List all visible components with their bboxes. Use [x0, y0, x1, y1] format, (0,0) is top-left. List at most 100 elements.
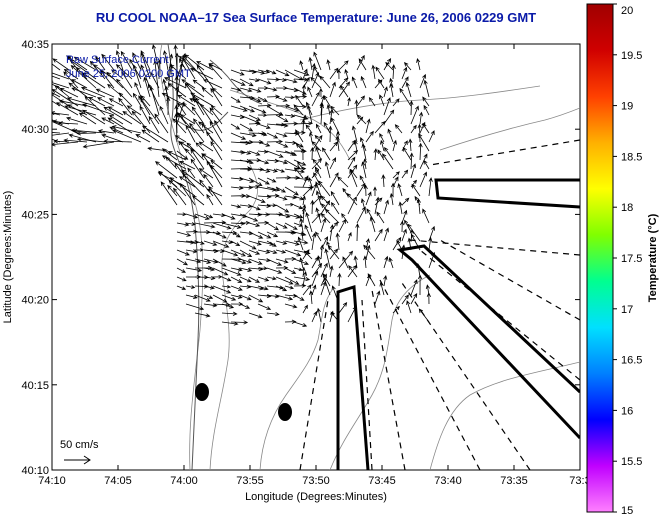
current-arrow — [257, 285, 269, 291]
current-arrow — [405, 81, 412, 98]
current-arrow — [248, 150, 261, 156]
current-arrow — [293, 294, 305, 301]
current-arrow — [423, 79, 430, 98]
current-arrow — [404, 219, 412, 233]
current-arrow — [52, 112, 61, 116]
current-arrow — [284, 276, 300, 285]
current-arrow — [230, 231, 241, 238]
current-arrow — [132, 92, 142, 107]
current-arrow — [58, 99, 88, 107]
current-arrow — [230, 78, 246, 86]
buoy-marker — [195, 383, 209, 401]
current-arrow — [248, 78, 260, 83]
current-arrow — [266, 267, 283, 274]
current-arrow — [315, 146, 322, 161]
current-arrow — [140, 97, 160, 125]
current-arrow — [176, 62, 184, 98]
current-arrow — [303, 250, 313, 260]
dashed-line — [379, 279, 481, 470]
current-arrow — [275, 159, 288, 165]
colorbar-tick-label: 19 — [621, 101, 633, 113]
current-arrow — [338, 301, 348, 314]
current-arrow — [275, 186, 286, 193]
current-arrow — [212, 267, 229, 276]
current-arrow — [295, 129, 304, 143]
current-arrow — [275, 249, 287, 254]
y-tick-label: 40:15 — [21, 380, 49, 392]
current-arrow — [319, 244, 325, 260]
current-arrow — [335, 135, 340, 152]
current-arrow — [360, 75, 367, 89]
current-arrow — [275, 276, 294, 285]
current-arrow — [302, 304, 308, 314]
current-arrow — [121, 71, 133, 89]
legend-line1: Raw Surface Current — [66, 54, 169, 66]
current-arrow — [293, 240, 309, 245]
current-arrow — [185, 213, 199, 219]
current-arrow — [52, 80, 70, 89]
current-arrow — [284, 222, 298, 230]
current-arrow — [169, 64, 187, 80]
current-arrow — [336, 68, 341, 80]
current-arrow — [198, 121, 214, 134]
colorbar-tick-label: 18.5 — [621, 151, 642, 163]
current-arrow — [339, 85, 349, 98]
current-arrow — [210, 87, 223, 107]
current-arrow — [266, 123, 289, 128]
current-arrow — [275, 141, 289, 148]
current-arrow — [365, 130, 374, 143]
current-arrow — [428, 177, 433, 197]
contour-line — [209, 164, 258, 470]
current-arrow — [284, 285, 294, 290]
current-arrow — [422, 208, 430, 224]
current-arrow — [416, 198, 421, 215]
current-arrow — [275, 240, 288, 245]
current-arrow — [302, 195, 306, 206]
current-arrow — [248, 105, 267, 114]
current-arrow — [221, 222, 242, 229]
current-arrow — [257, 132, 268, 137]
current-arrow — [176, 101, 185, 125]
x-tick-label: 74:10 — [38, 475, 66, 487]
current-arrow — [185, 222, 197, 226]
current-arrow — [194, 222, 216, 229]
y-tick-label: 40:35 — [21, 39, 49, 51]
current-arrow — [151, 44, 160, 71]
current-arrow — [194, 294, 211, 302]
current-arrow — [327, 244, 340, 260]
current-arrow — [406, 300, 412, 314]
current-arrow — [375, 66, 385, 80]
current-arrow — [177, 94, 196, 107]
current-arrow — [351, 125, 358, 143]
y-axis-ticks: 40:35 40:30 40:25 40:20 40:15 40:10 — [21, 39, 580, 477]
current-arrow — [230, 132, 247, 140]
current-arrow — [184, 148, 196, 161]
current-arrow — [80, 86, 106, 98]
current-arrow — [284, 202, 295, 207]
current-arrow — [337, 176, 349, 188]
dashed-line — [429, 139, 580, 166]
current-arrow — [178, 55, 196, 71]
current-arrow — [284, 319, 297, 324]
current-arrow — [149, 85, 160, 116]
current-arrow — [329, 172, 339, 188]
current-arrow — [426, 292, 431, 305]
current-arrow — [366, 208, 376, 224]
current-arrow — [275, 132, 288, 138]
current-arrow — [422, 96, 430, 107]
current-arrow — [203, 248, 219, 254]
current-arrow — [315, 190, 322, 206]
current-arrow — [195, 97, 214, 125]
plot-area — [51, 43, 581, 471]
current-arrow — [212, 231, 227, 239]
current-arrow — [388, 257, 394, 269]
current-arrow — [423, 104, 430, 116]
current-arrow — [107, 106, 124, 116]
current-arrow — [284, 267, 297, 274]
colorbar-tick-label: 15.5 — [621, 456, 642, 468]
current-arrow — [182, 172, 205, 197]
current-arrow — [378, 78, 385, 89]
dashed-line — [439, 239, 580, 321]
current-arrow — [419, 73, 427, 89]
current-arrow — [239, 213, 259, 222]
